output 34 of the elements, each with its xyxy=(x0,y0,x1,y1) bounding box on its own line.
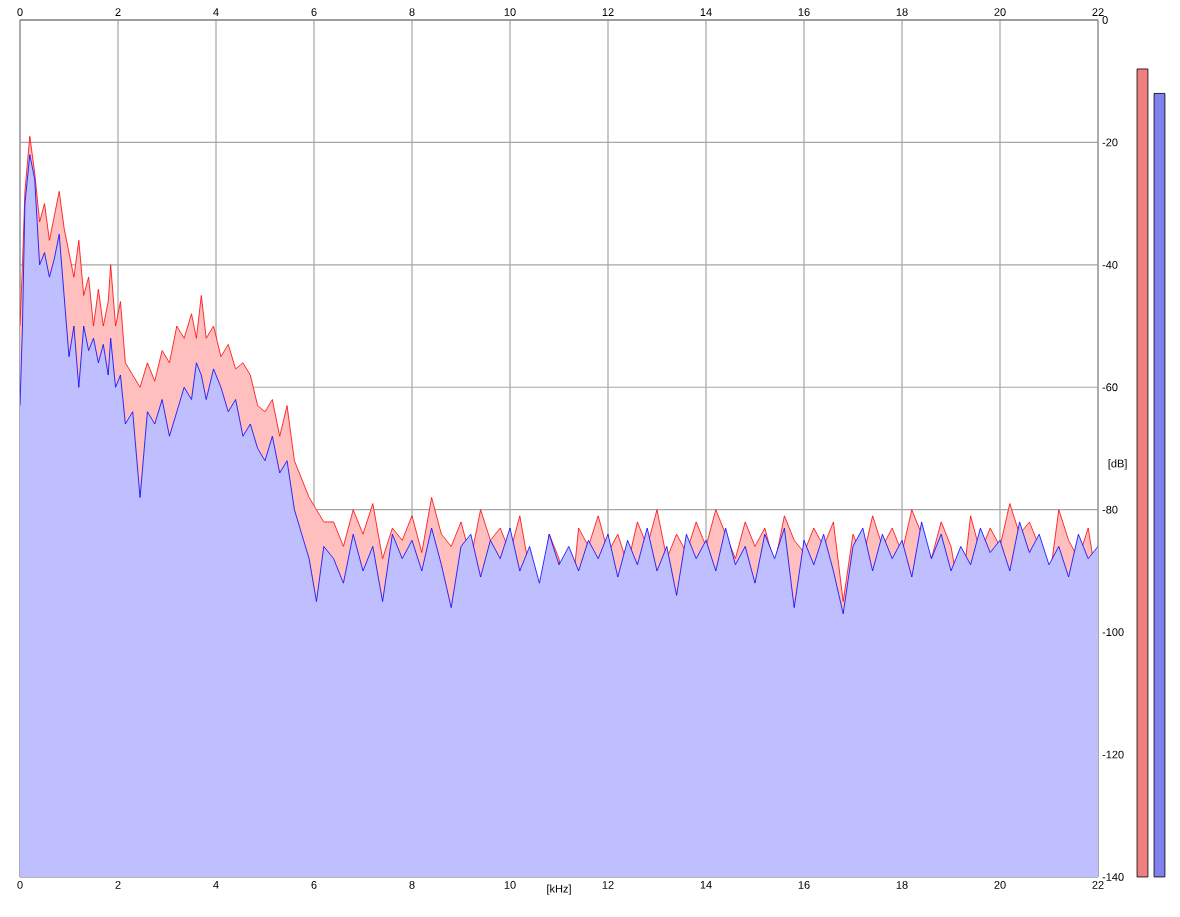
x2-tick-label: 20 xyxy=(994,881,1006,889)
x2-tick-label: 18 xyxy=(896,881,908,889)
x-axis-title: [kHz] xyxy=(547,884,571,895)
y-tick-label: 0 xyxy=(1102,16,1108,24)
x-tick-label: 0 xyxy=(17,8,23,16)
y-axis-title: [dB] xyxy=(1108,459,1127,470)
x-tick-label: 8 xyxy=(409,8,415,16)
x-tick-label: 12 xyxy=(602,8,614,16)
x-tick-label: 18 xyxy=(896,8,908,16)
y-tick-label: -60 xyxy=(1102,383,1118,392)
x2-tick-label: 10 xyxy=(504,881,516,889)
y-tick-label: -80 xyxy=(1102,505,1118,514)
x-tick-label: 20 xyxy=(994,8,1006,16)
x2-tick-label: 4 xyxy=(213,881,219,889)
x2-tick-label: 14 xyxy=(700,881,712,889)
x2-tick-label: 6 xyxy=(311,881,317,889)
x2-tick-label: 8 xyxy=(409,881,415,889)
x-tick-label: 6 xyxy=(311,8,317,16)
y-tick-label: -40 xyxy=(1102,260,1118,269)
x2-tick-label: 22 xyxy=(1092,881,1104,889)
x-tick-label: 16 xyxy=(798,8,810,16)
y-tick-label: -20 xyxy=(1102,138,1118,147)
x2-tick-label: 16 xyxy=(798,881,810,889)
y-tick-label: -120 xyxy=(1102,750,1124,759)
x-tick-label: 4 xyxy=(213,8,219,16)
y-tick-label: -140 xyxy=(1102,873,1124,881)
x-tick-label: 2 xyxy=(115,8,121,16)
y-tick-label: -100 xyxy=(1102,628,1124,636)
x-tick-label: 22 xyxy=(1092,8,1104,16)
x2-tick-label: 0 xyxy=(17,881,23,889)
x-tick-label: 14 xyxy=(700,8,712,16)
x2-tick-label: 2 xyxy=(115,881,121,889)
x2-tick-label: 12 xyxy=(602,881,614,889)
x-tick-label: 10 xyxy=(504,8,516,16)
